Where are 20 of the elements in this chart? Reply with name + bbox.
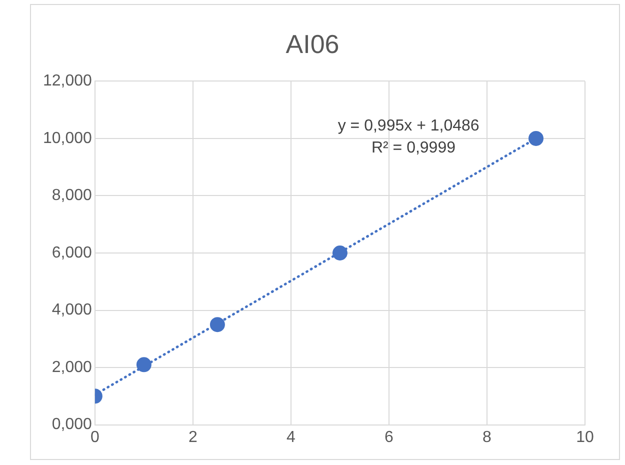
y-tick-label: 8,000 xyxy=(52,187,92,204)
x-tick-label: 10 xyxy=(576,428,594,446)
point xyxy=(210,317,225,332)
y-tick-label: 2,000 xyxy=(52,358,92,376)
y-tick-label: 4,000 xyxy=(52,302,92,319)
y-tick-label: 12,000 xyxy=(43,72,92,90)
y-tick-label: 10,000 xyxy=(43,130,92,147)
point xyxy=(332,246,348,260)
x-tick-label: 6 xyxy=(384,428,394,446)
x-tick-label: 2 xyxy=(188,428,198,446)
x-tick-label: 8 xyxy=(482,428,492,446)
annotation: R² = 0,9999 xyxy=(371,139,456,156)
x-tick-label: 4 xyxy=(286,428,296,446)
point xyxy=(528,130,544,146)
point xyxy=(136,357,152,372)
x-tick-label: 0 xyxy=(90,428,100,446)
chart-title: AI06 xyxy=(286,28,340,59)
y-tick-label: 6,000 xyxy=(52,244,92,262)
annotation: y = 0,995x + 1,0486 xyxy=(338,117,480,134)
y-tick-label: 0,000 xyxy=(52,416,92,434)
